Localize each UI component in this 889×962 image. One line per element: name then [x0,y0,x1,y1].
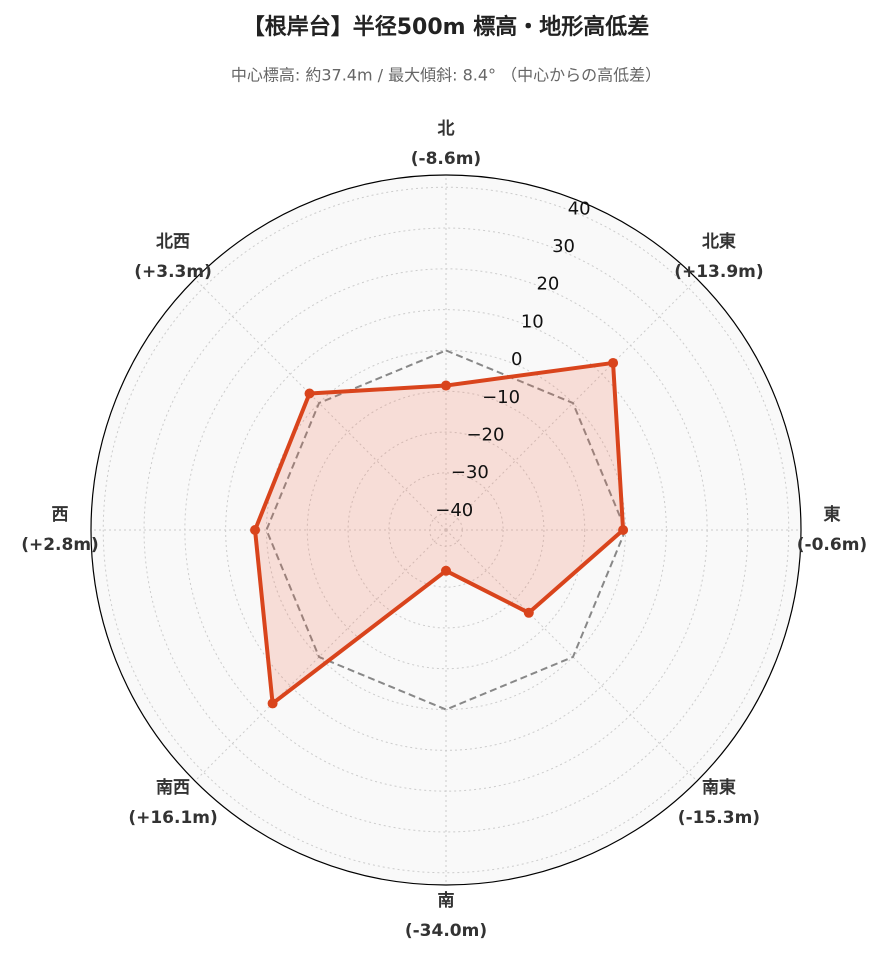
r-tick-label: 40 [568,198,591,219]
r-tick-label: −10 [482,387,520,408]
radar-point [250,525,261,535]
category-value-label: (+16.1m) [128,808,217,828]
grid-circle [306,390,586,670]
category-value-label: (-34.0m) [405,921,487,941]
radial-grid-line [445,529,698,782]
r-tick-label: 0 [511,349,522,370]
r-tick-label: −30 [451,462,489,483]
category-value-label: (+13.9m) [674,262,763,282]
chart-subtitle: 中心標高: 約37.4m / 最大傾斜: 8.4° （中心からの高低差） [231,66,661,85]
category-value-label: (-8.6m) [411,149,481,169]
category-label: 南東 [702,777,736,798]
category-label: 東 [824,504,841,525]
radar-point [441,380,451,391]
category-label: 北 [438,119,455,139]
r-tick-label: 30 [552,236,575,257]
r-tick-label: 10 [521,311,544,332]
radial-grid-line [194,529,447,782]
radar-point [618,525,629,535]
category-label: 北東 [702,231,736,252]
reference-line [265,349,627,711]
grid-circle [102,186,790,874]
r-tick-label: 20 [536,274,559,295]
grid-circle [388,472,504,588]
category-value-label: (-15.3m) [678,808,760,828]
radial-grid-line [194,278,447,531]
category-label: 西 [52,505,69,525]
r-tick-label: −20 [466,425,504,446]
chart-title: 【根岸台】半径500m 標高・地形高低差 [243,14,650,40]
radial-grid-line [445,278,698,531]
radar-point [608,357,619,368]
radar-point [304,388,315,399]
plot-border [90,174,802,886]
category-label: 南 [438,890,455,911]
category-value-label: (+3.3m) [134,262,212,282]
category-value-label: (-0.6m) [797,535,867,555]
r-tick-label: −40 [435,500,473,521]
radar-point [441,565,451,576]
category-value-label: (+2.8m) [21,535,99,555]
radar-point [267,698,278,709]
category-label: 北西 [156,232,190,252]
category-label: 南西 [156,777,190,798]
grid-circle [347,431,545,629]
radar-point [523,607,534,618]
